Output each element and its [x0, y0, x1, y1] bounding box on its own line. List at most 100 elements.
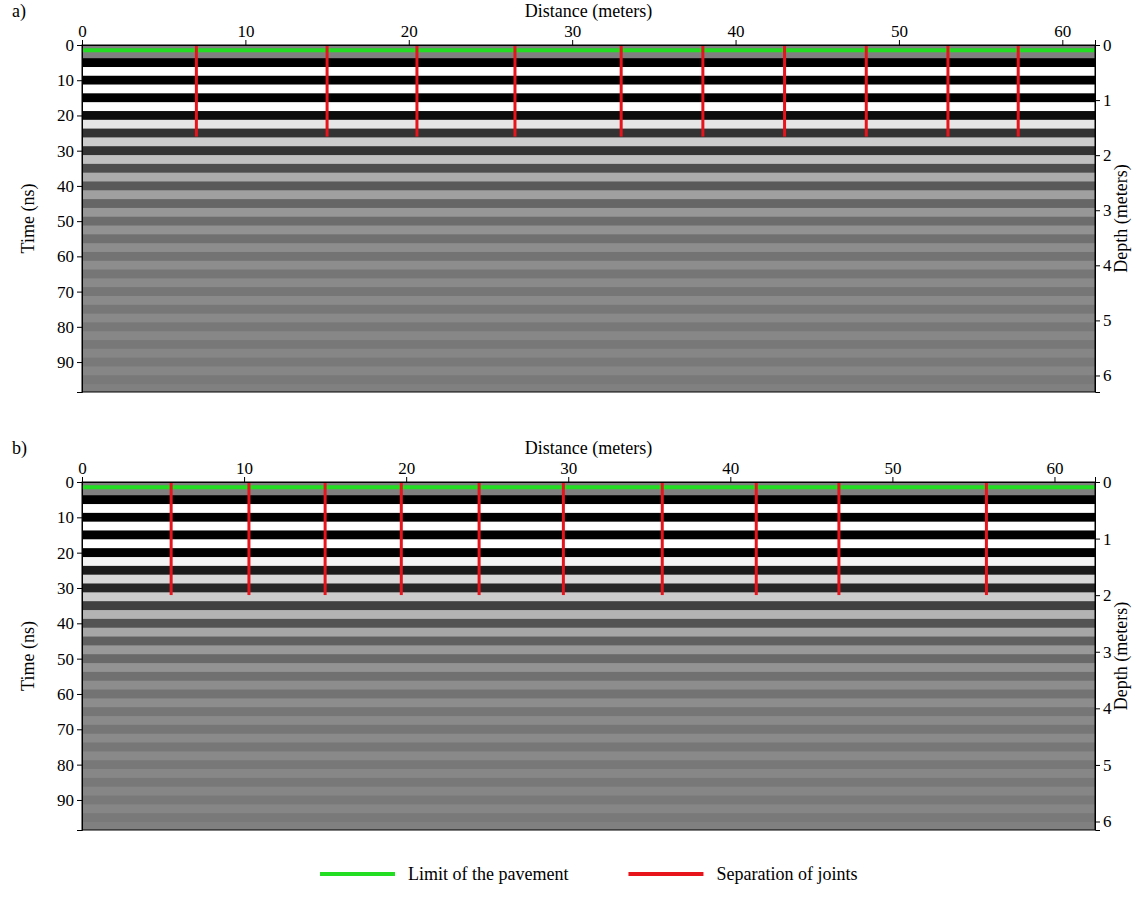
reflector-band — [82, 287, 1095, 296]
reflector-band — [82, 813, 1095, 822]
joint-line — [513, 45, 516, 137]
tick: 40 — [728, 22, 745, 45]
reflector-band — [82, 358, 1095, 367]
tick-label: 50 — [891, 22, 908, 41]
tick-mark — [77, 115, 82, 116]
tick-mark — [1095, 100, 1100, 101]
reflector-band — [82, 601, 1095, 610]
tick-label: 60 — [1054, 22, 1071, 41]
tick-label: 5 — [1103, 311, 1112, 330]
joint-line — [415, 45, 418, 137]
joint-line — [1017, 45, 1020, 137]
y-axis: 0102030405060708090 — [57, 36, 83, 393]
legend-label: Separation of joints — [716, 864, 857, 884]
reflector-band — [82, 375, 1095, 384]
pavement-line — [82, 48, 1095, 52]
reflector-band — [82, 226, 1095, 235]
reflector-band — [82, 93, 1095, 102]
tick: 0 — [78, 459, 87, 482]
tick: 10 — [237, 22, 254, 45]
tick: 5 — [1095, 756, 1112, 775]
tick-mark — [77, 292, 82, 293]
x-axis-title: Distance (meters) — [525, 1, 652, 22]
reflector-band — [82, 252, 1095, 261]
reflector-band — [82, 566, 1095, 575]
plot-background — [82, 45, 1095, 392]
tick: 50 — [891, 22, 908, 45]
tick: 1 — [1095, 91, 1112, 110]
tick-mark — [1095, 320, 1100, 321]
tick-label: 40 — [57, 177, 74, 196]
panel: 010203040506001020304050607080900123456D… — [12, 1, 1132, 393]
reflector-band — [82, 725, 1095, 734]
tick-label: 60 — [57, 685, 74, 704]
reflector-band — [82, 654, 1095, 663]
tick-label: 30 — [564, 22, 581, 41]
tick: 70 — [57, 720, 82, 739]
tick-label: 70 — [57, 283, 74, 302]
joint-line — [985, 482, 988, 595]
tick-mark — [77, 729, 82, 730]
reflector-band — [82, 296, 1095, 305]
tick: 6 — [1095, 812, 1112, 831]
tick-label: 80 — [57, 318, 74, 337]
reflector-band — [82, 102, 1095, 111]
reflector-band — [82, 698, 1095, 707]
joint-line — [865, 45, 868, 137]
tick-label: 10 — [57, 508, 74, 527]
reflector-band — [82, 366, 1095, 375]
tick: 2 — [1095, 146, 1112, 165]
reflector-band — [82, 504, 1095, 513]
reflector-band — [82, 628, 1095, 637]
tick-mark — [1095, 265, 1100, 266]
legend-label: Limit of the pavement — [408, 864, 568, 884]
y2-axis-title: Depth (meters) — [1111, 164, 1132, 272]
tick: 20 — [57, 106, 82, 125]
reflector-band — [82, 690, 1095, 699]
reflector-band — [82, 199, 1095, 208]
joint-line — [562, 482, 565, 595]
reflector-band — [82, 716, 1095, 725]
tick-mark — [77, 221, 82, 222]
joint-line — [946, 45, 949, 137]
reflector-band — [82, 278, 1095, 287]
plot-background — [82, 482, 1095, 830]
reflector-band — [82, 548, 1095, 557]
reflector-band — [82, 67, 1095, 76]
tick: 0 — [1095, 473, 1112, 492]
tick: 10 — [57, 508, 82, 527]
tick: 30 — [57, 142, 82, 161]
reflector-band — [82, 129, 1095, 138]
tick: 3 — [1095, 201, 1112, 220]
panel-label: a) — [12, 1, 26, 22]
tick-mark — [77, 482, 82, 483]
tick-mark — [1095, 155, 1100, 156]
tick-label: 70 — [57, 720, 74, 739]
tick: 30 — [560, 459, 577, 482]
tick: 40 — [57, 177, 82, 196]
tick-label: 90 — [57, 791, 74, 810]
tick: 10 — [57, 71, 82, 90]
tick-label: 60 — [1046, 459, 1063, 478]
tick-mark — [1095, 45, 1100, 46]
tick: 70 — [57, 283, 82, 302]
joint-line — [324, 482, 327, 595]
tick-label: 20 — [401, 22, 418, 41]
joint-line — [837, 482, 840, 595]
reflector-band — [82, 314, 1095, 323]
reflector-band — [82, 305, 1095, 314]
tick-label: 50 — [57, 212, 74, 231]
tick: 60 — [57, 247, 82, 266]
reflector-band — [82, 531, 1095, 540]
reflector-band — [82, 804, 1095, 813]
reflector-band — [82, 619, 1095, 628]
tick-label: 1 — [1103, 91, 1112, 110]
tick: 5 — [1095, 311, 1112, 330]
reflector-band — [82, 120, 1095, 129]
reflector-band — [82, 584, 1095, 593]
reflector-band — [82, 645, 1095, 654]
reflector-band — [82, 270, 1095, 279]
tick: 10 — [236, 459, 253, 482]
reflector-band — [82, 243, 1095, 252]
axis-line — [1096, 46, 1101, 393]
